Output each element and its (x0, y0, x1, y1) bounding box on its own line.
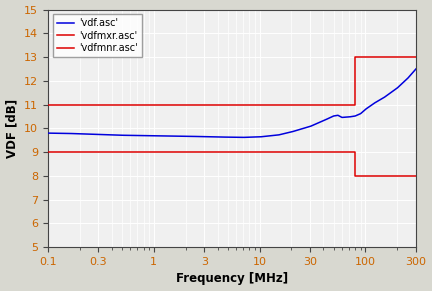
'vdf.asc' (263, 134, 268, 138)
'vdf.asc' (140, 134, 145, 137)
'vdfmnr.asc' (353, 150, 358, 154)
'vdfmxr.asc' (353, 103, 358, 106)
'vdfmxr.asc' (353, 55, 358, 59)
'vdf.asc' (111, 133, 116, 137)
'vdfmxr.asc' (45, 103, 51, 106)
'vdf.asc' (45, 131, 51, 135)
'vdf.asc' (241, 136, 246, 139)
'vdfmnr.asc' (413, 174, 419, 178)
'vdfmnr.asc' (45, 150, 51, 154)
'vdf.asc' (323, 118, 328, 121)
Line: 'vdf.asc': 'vdf.asc' (48, 69, 416, 137)
'vdf.asc' (413, 67, 419, 71)
Line: 'vdfmnr.asc': 'vdfmnr.asc' (48, 152, 416, 176)
Line: 'vdfmxr.asc': 'vdfmxr.asc' (48, 57, 416, 104)
'vdfmnr.asc' (353, 174, 358, 178)
Y-axis label: VDF [dB]: VDF [dB] (6, 99, 19, 158)
Legend: 'vdf.asc', 'vdfmxr.asc', 'vdfmnr.asc': 'vdf.asc', 'vdfmxr.asc', 'vdfmnr.asc' (53, 15, 142, 57)
'vdf.asc' (212, 135, 217, 139)
X-axis label: Frequency [MHz]: Frequency [MHz] (176, 272, 288, 285)
'vdfmxr.asc' (413, 55, 419, 59)
'vdf.asc' (292, 129, 297, 133)
